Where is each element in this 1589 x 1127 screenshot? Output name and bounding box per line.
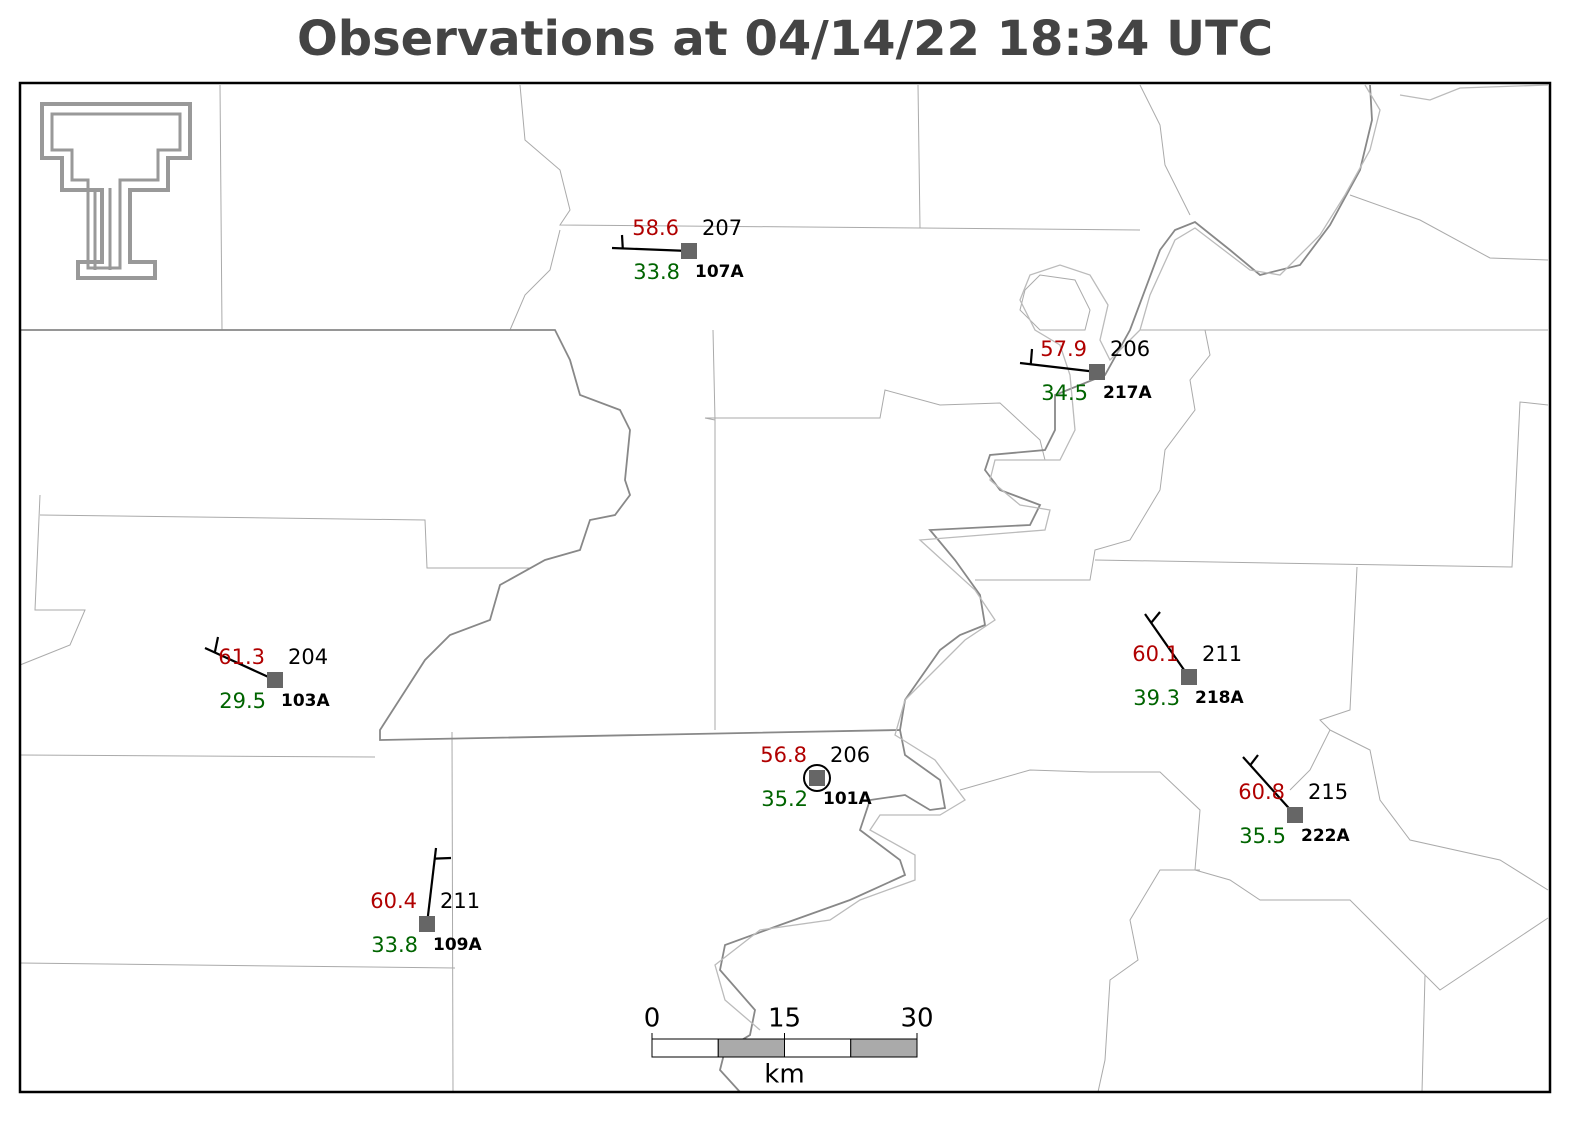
logo [40,102,192,280]
wind-barb [204,646,276,682]
pressure: 207 [702,216,742,240]
calm-circle [803,764,831,792]
pressure: 206 [830,743,870,767]
dewpoint: 33.8 [633,260,680,284]
dewpoint: 29.5 [219,689,266,713]
dewpoint: 35.5 [1239,824,1286,848]
station-id: 103A [281,691,330,711]
scale-tick-label: 15 [768,1004,801,1034]
station-marker [267,672,283,688]
temperature: 60.4 [370,889,417,913]
station-id: 101A [823,789,872,809]
station-marker [1089,364,1105,380]
station-id: 107A [695,262,744,282]
wind-barb-flag [1029,348,1034,365]
basemap [19,84,1549,1093]
temperature: 60.8 [1238,780,1285,804]
scale-unit: km [764,1060,804,1090]
station-marker [1287,807,1303,823]
wind-barb [1144,613,1190,678]
scale-segment [784,1038,852,1058]
temperature: 58.6 [632,216,679,240]
wind-barb [1242,756,1296,816]
wind-barb-flag [1150,611,1161,624]
wind-barb-flag [620,234,624,249]
wind-barb [611,246,690,253]
station-marker [1181,669,1197,685]
temperature: 56.8 [760,743,807,767]
scale-tick-label: 30 [900,1004,933,1034]
station-id: 222A [1301,826,1350,846]
dewpoint: 33.8 [371,933,418,957]
dewpoint: 35.2 [761,787,808,811]
temperature: 60.1 [1132,642,1179,666]
scale-segment [850,1038,918,1058]
dewpoint: 39.3 [1133,686,1180,710]
station-marker [681,243,697,259]
station-id: 217A [1103,383,1152,403]
dewpoint: 34.5 [1041,381,1088,405]
title: Observations at 04/14/22 18:34 UTC [297,11,1273,67]
station-id: 109A [433,935,482,955]
wind-barb-flag [213,636,220,653]
scale-segment [717,1038,785,1058]
wind-barb-flag [434,856,452,860]
station-marker [419,916,435,932]
pressure: 204 [288,645,328,669]
wind-barb [425,847,438,925]
scale-tick-label: 0 [644,1004,661,1034]
stations: 58.6 207 33.8 107A 57.9 206 34.5 217A 61.3 204 29.… [204,216,1350,957]
pressure: 211 [440,889,480,913]
map-frame [18,81,1552,1094]
wind-barb [1019,361,1098,374]
pressure: 206 [1110,337,1150,361]
wind-barb-flag [1249,754,1259,766]
temperature: 61.3 [218,645,265,669]
pressure: 215 [1308,780,1348,804]
pressure: 211 [1202,642,1242,666]
station-marker [809,770,825,786]
temperature: 57.9 [1040,337,1087,361]
scale-bar: 0 15 30 km [644,1004,934,1090]
scale-segment [651,1038,719,1058]
station-id: 218A [1195,688,1244,708]
